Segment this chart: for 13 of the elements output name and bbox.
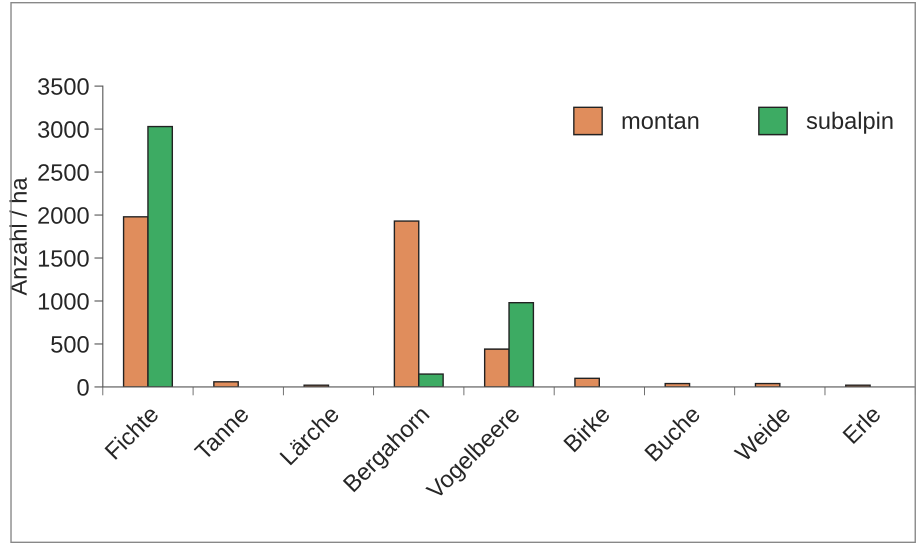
bar (574, 378, 600, 387)
y-tick-label: 2500 (38, 164, 89, 181)
bar (213, 381, 239, 387)
y-tick-label: 3000 (38, 121, 89, 138)
legend-label: montan (622, 114, 698, 130)
y-tick-label: 3500 (38, 78, 89, 95)
y-tick-label: 1500 (38, 250, 89, 267)
y-tick-label: 2000 (38, 207, 89, 224)
y-tick-label: 0 (77, 379, 89, 396)
y-tick-label: 500 (51, 336, 89, 353)
legend-label: subalpin (806, 112, 892, 134)
y-tick-label: 1000 (38, 293, 89, 310)
x-tick-label: Erle (842, 404, 882, 444)
